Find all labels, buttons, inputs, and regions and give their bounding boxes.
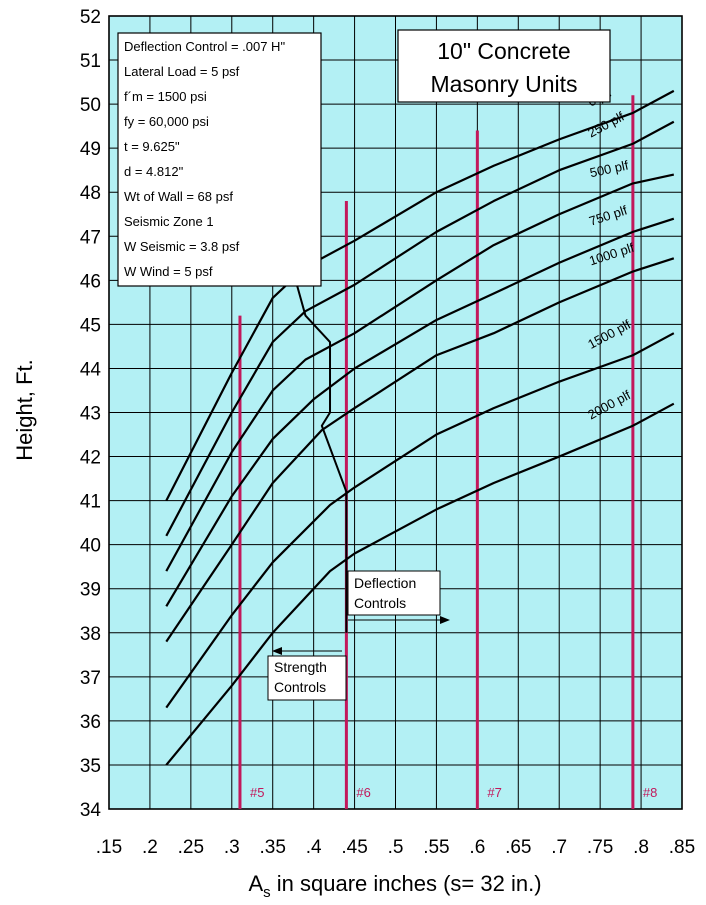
y-tick-label: 48 [80, 183, 101, 204]
control-boundary-line [292, 271, 348, 633]
y-tick-label: 42 [80, 448, 101, 469]
info-line: d = 4.812" [124, 164, 184, 179]
x-tick-label: .15 [96, 837, 122, 858]
info-line: t = 9.625" [124, 139, 180, 154]
x-tick-label: .55 [423, 837, 449, 858]
y-tick-label: 46 [80, 271, 101, 292]
chart-title-line: 10" Concrete [437, 38, 570, 64]
y-tick-label: 34 [80, 800, 102, 821]
info-line: Lateral Load = 5 psf [124, 64, 240, 79]
deflection-label: Deflection [354, 575, 416, 591]
x-tick-label: .45 [341, 837, 367, 858]
x-tick-label: .7 [551, 837, 567, 858]
series-line [165, 217, 675, 607]
y-tick-label: 45 [80, 315, 101, 336]
info-line: Seismic Zone 1 [124, 214, 214, 229]
y-axis-title: Height, Ft. [12, 359, 37, 460]
x-tick-label: .6 [469, 837, 485, 858]
y-tick-label: 52 [80, 7, 101, 28]
x-tick-label: .4 [306, 837, 322, 858]
x-tick-label: .25 [178, 837, 204, 858]
series-line [165, 402, 675, 766]
series-line [165, 173, 675, 572]
x-axis-title: As in square inches (s= 32 in.) [248, 871, 541, 901]
strength-callout: Strength Controls [267, 647, 347, 701]
series-line [165, 89, 675, 502]
info-line: W Wind = 5 psf [124, 264, 213, 279]
y-tick-label: 37 [80, 668, 101, 689]
reinforcement-bars: #5 #6 #7 #8 [238, 95, 657, 809]
x-tick-label: .2 [142, 837, 158, 858]
y-tick-label: 41 [80, 492, 101, 513]
x-tick-label: .3 [224, 837, 240, 858]
x-tick-label: .35 [260, 837, 286, 858]
title-box: 10" Concrete Masonry Units [397, 29, 611, 103]
x-tick-labels: .15 .2 .25 .3 .35 .4 .45 .5 .55 .6 .65 .7 .75 .8 .85 [96, 837, 695, 858]
chart-title-line: Masonry Units [431, 71, 578, 97]
reinforcement-bar-label: #5 [250, 785, 264, 800]
y-tick-label: 35 [80, 756, 101, 777]
y-tick-label: 47 [80, 227, 101, 248]
reinforcement-bar-label: #7 [487, 785, 501, 800]
y-tick-labels: 34 35 36 37 38 39 40 41 42 43 44 45 46 47 48 49 50 51 52 [80, 7, 102, 821]
y-tick-label: 49 [80, 139, 101, 160]
deflection-arrowhead [440, 616, 450, 624]
deflection-label: Controls [354, 595, 406, 611]
x-tick-label: .75 [587, 837, 613, 858]
strength-label: Controls [274, 679, 326, 695]
info-line: W Seismic = 3.8 psf [124, 239, 240, 254]
x-tick-label: .8 [633, 837, 649, 858]
series-line [165, 120, 675, 537]
y-tick-label: 50 [80, 95, 101, 116]
reinforcement-bar-label: #6 [356, 785, 370, 800]
info-line: f´m = 1500 psi [124, 89, 207, 104]
y-tick-label: 39 [80, 580, 101, 601]
x-tick-label: .5 [388, 837, 404, 858]
x-tick-label: .85 [669, 837, 695, 858]
control-boundary [292, 271, 348, 633]
info-box: Deflection Control = .007 H" Lateral Loa… [117, 32, 322, 287]
y-tick-label: 43 [80, 404, 101, 425]
info-line: Wt of Wall = 68 psf [124, 189, 233, 204]
series-line [165, 332, 675, 709]
reinforcement-bar-label: #8 [643, 785, 657, 800]
deflection-callout: Deflection Controls [347, 570, 450, 624]
info-line: fy = 60,000 psi [124, 114, 209, 129]
y-tick-label: 36 [80, 712, 101, 733]
strength-arrowhead [272, 647, 282, 655]
series-line [165, 257, 675, 643]
x-tick-label: .65 [505, 837, 531, 858]
strength-label: Strength [274, 659, 327, 675]
y-tick-label: 40 [80, 536, 101, 557]
y-tick-label: 44 [80, 359, 102, 380]
y-tick-label: 38 [80, 624, 101, 645]
y-tick-label: 51 [80, 51, 101, 72]
info-line: Deflection Control = .007 H" [124, 39, 285, 54]
